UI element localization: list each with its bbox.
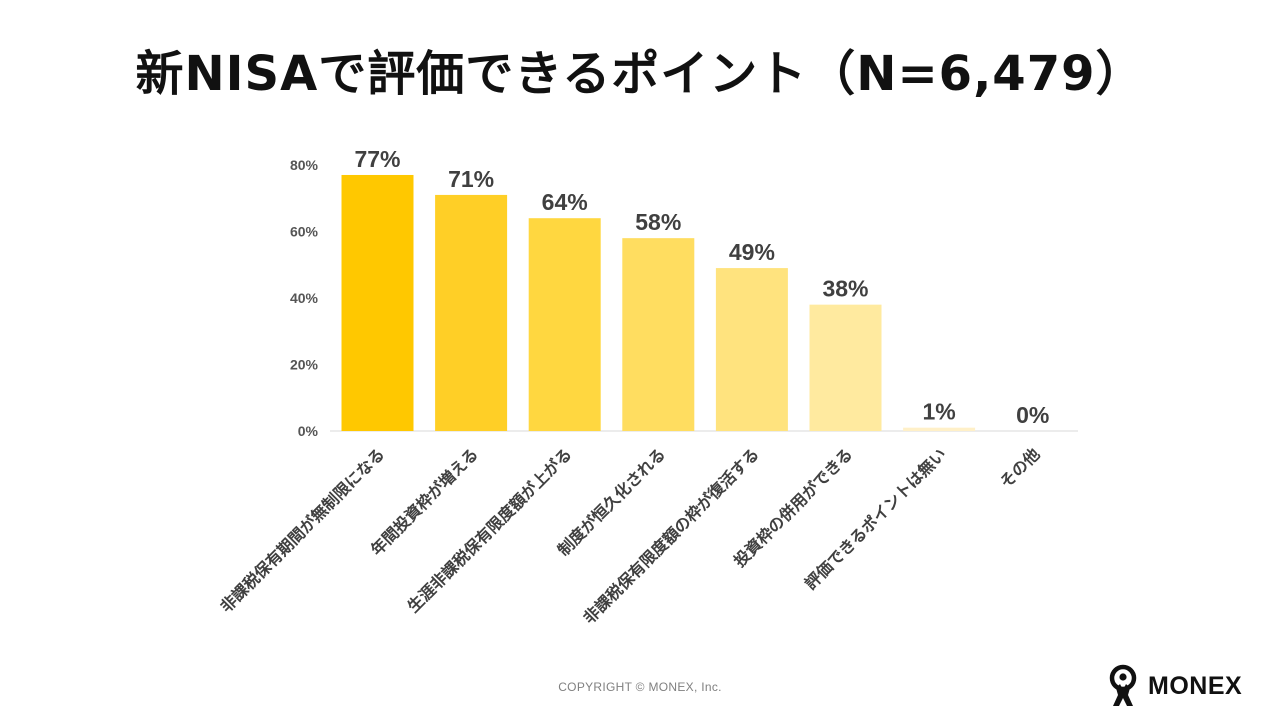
y-axis: 0% 20% 40% 60% 80% bbox=[290, 157, 319, 439]
category-label: 生涯非課税保有限度額が上がる bbox=[404, 444, 576, 616]
y-tick-label: 0% bbox=[298, 423, 319, 439]
bar bbox=[622, 238, 695, 431]
copyright-text: COPYRIGHT © MONEX, Inc. bbox=[558, 680, 722, 694]
bar bbox=[528, 218, 601, 431]
data-label: 64% bbox=[542, 189, 588, 215]
bar bbox=[341, 174, 414, 431]
category-label: その他 bbox=[996, 444, 1043, 491]
y-tick-label: 20% bbox=[290, 357, 319, 373]
bar bbox=[809, 304, 882, 431]
y-tick-label: 60% bbox=[290, 224, 319, 240]
data-labels-group: 77% 71% 64% 58% 49% 38% 1% 0% bbox=[354, 146, 1049, 428]
monex-person-icon bbox=[1109, 664, 1137, 706]
category-labels-group: 非課税保有期間が無制限になる年間投資枠が増える生涯非課税保有限度額が上がる制度が… bbox=[216, 444, 1043, 627]
bar bbox=[715, 268, 788, 431]
bar bbox=[903, 427, 976, 431]
y-tick-label: 40% bbox=[290, 290, 319, 306]
category-label: 非課税保有期間が無制限になる bbox=[216, 444, 388, 616]
data-label: 77% bbox=[354, 146, 400, 172]
y-tick-label: 80% bbox=[290, 157, 319, 173]
data-label: 38% bbox=[822, 276, 868, 302]
data-label: 58% bbox=[635, 209, 681, 235]
logo-text: MONEX bbox=[1148, 671, 1243, 700]
category-label: 非課税保有限度額の枠が復活する bbox=[580, 444, 763, 627]
data-label: 0% bbox=[1016, 402, 1049, 428]
bars-group bbox=[341, 174, 976, 431]
chart-title: 新NISAで評価できるポイント（N=6,479） bbox=[135, 46, 1145, 102]
bar bbox=[435, 194, 508, 431]
data-label: 1% bbox=[922, 399, 955, 425]
data-label: 49% bbox=[729, 239, 775, 265]
monex-logo: MONEX bbox=[1106, 664, 1242, 708]
data-label: 71% bbox=[448, 166, 494, 192]
